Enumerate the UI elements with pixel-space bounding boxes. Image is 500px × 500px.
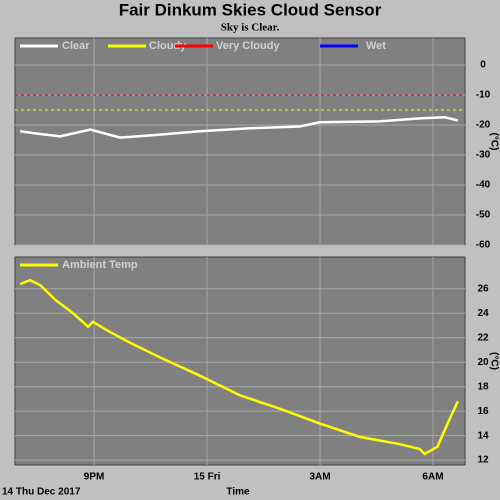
plot-area	[14, 256, 466, 466]
y-tick-label: 24	[477, 308, 489, 319]
y-axis-label: (°C)	[488, 352, 499, 370]
y-tick-label: 22	[477, 332, 489, 343]
y-tick-label: 20	[477, 357, 489, 368]
legend-label: Very Cloudy	[216, 40, 280, 52]
legend-label: Ambient Temp	[62, 259, 138, 271]
date-label: 14 Thu Dec 2017	[2, 487, 81, 498]
x-tick-label: 6AM	[422, 472, 443, 483]
y-tick-label: -10	[476, 90, 491, 101]
y-tick-label: 16	[477, 406, 489, 417]
legend-label: Cloudy	[149, 40, 187, 52]
y-tick-label: 12	[477, 455, 489, 466]
series-line	[20, 115, 459, 139]
x-axis-label: Time	[226, 487, 250, 498]
y-tick-label: -60	[476, 240, 491, 251]
legend-label: Wet	[366, 40, 386, 52]
y-tick-label: 26	[477, 283, 489, 294]
y-tick-label: -40	[476, 180, 491, 191]
chart-title: Fair Dinkum Skies Cloud Sensor	[119, 0, 382, 19]
plot-area	[14, 37, 466, 246]
series-line	[19, 278, 459, 456]
y-tick-label: 14	[477, 430, 489, 441]
x-tick-label: 15 Fri	[194, 472, 221, 483]
x-tick-label: 9PM	[84, 472, 105, 483]
y-tick-label: 18	[477, 381, 489, 392]
y-tick-label: 0	[480, 60, 486, 71]
legend-label: Clear	[62, 40, 90, 52]
x-tick-label: 3AM	[309, 472, 330, 483]
y-axis-label: (°C)	[488, 133, 499, 151]
y-tick-label: -30	[476, 150, 491, 161]
y-tick-label: -20	[476, 120, 491, 131]
chart-subtitle: Sky is Clear.	[221, 22, 280, 34]
y-tick-label: -50	[476, 210, 491, 221]
